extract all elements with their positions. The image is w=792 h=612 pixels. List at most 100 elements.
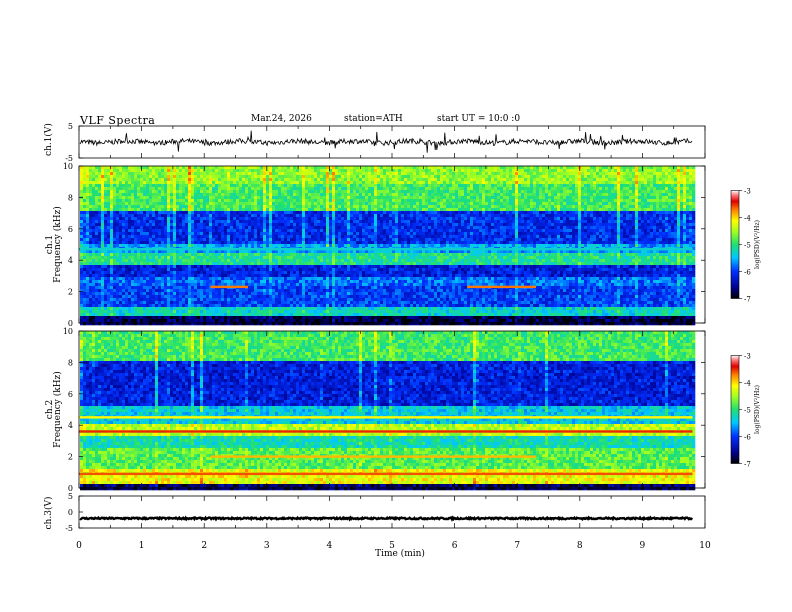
ch1-spectrogram-pixel: [212, 193, 215, 196]
ch1-spectrogram-pixel: [302, 253, 305, 256]
ch1-spectrogram-pixel: [299, 208, 302, 211]
ch1-spectrogram-pixel: [209, 184, 212, 187]
ch1-spectrogram-pixel: [164, 280, 167, 283]
ch1-spectrogram-pixel: [266, 280, 269, 283]
ch1-spectrogram-pixel: [203, 226, 206, 229]
ch1-spectrogram-pixel: [170, 241, 173, 244]
ch1-spectrogram-pixel: [125, 169, 128, 172]
ch1-spectrogram-pixel: [347, 262, 350, 265]
ch1-spectrogram-pixel: [233, 295, 236, 298]
ch1-spectrogram-pixel: [332, 289, 335, 292]
ch1-spectrogram-pixel: [332, 235, 335, 238]
ch1-spectrogram-pixel: [215, 172, 218, 175]
ch1-spectrogram-pixel: [260, 286, 263, 289]
ch1-spectrogram-pixel: [143, 196, 146, 199]
ch1-spectrogram-pixel: [260, 274, 263, 277]
ch1-spectrogram-pixel: [152, 202, 155, 205]
ch1-spectrogram-pixel: [221, 175, 224, 178]
ch1-spectrogram-pixel: [272, 166, 275, 169]
ch1-spectrogram-pixel: [314, 274, 317, 277]
ch1-spectrogram-pixel: [104, 310, 107, 313]
ch1-spectrogram-pixel: [95, 211, 98, 214]
ch1-spectrogram-pixel: [218, 241, 221, 244]
ch1-spectrogram-pixel: [308, 310, 311, 313]
ch1-spectrogram-pixel: [341, 205, 344, 208]
ch1-spectrogram-pixel: [86, 313, 89, 316]
ch1-spectrogram-pixel: [341, 307, 344, 310]
ch1-spectrogram-pixel: [344, 196, 347, 199]
ch1-spectrogram-pixel: [320, 196, 323, 199]
ch1-spectrogram-pixel: [95, 292, 98, 295]
ch1-spectrogram-pixel: [245, 274, 248, 277]
ch1-spectrogram-pixel: [167, 265, 170, 268]
ch1-spectrogram-pixel: [176, 190, 179, 193]
ch1-spectrogram-pixel: [194, 295, 197, 298]
ch1-spectrogram-pixel: [350, 265, 353, 268]
ch1-spectrogram-pixel: [272, 271, 275, 274]
ch1-spectrogram-pixel: [182, 319, 185, 322]
ch1-spectrogram-pixel: [239, 244, 242, 247]
ch1-spectrogram-pixel: [218, 214, 221, 217]
ch1-spectrogram-pixel: [179, 166, 182, 169]
ch1-spectrogram-pixel: [305, 166, 308, 169]
ch1-spectrogram-pixel: [176, 295, 179, 298]
ch1-spectrogram-pixel: [263, 259, 266, 262]
ch1-spectrogram-pixel: [116, 229, 119, 232]
ch1-spectrogram-pixel: [347, 190, 350, 193]
ch1-spectrogram-pixel: [185, 241, 188, 244]
ch1-spectrogram-pixel: [359, 187, 362, 190]
ch1-spectrogram-pixel: [176, 286, 179, 289]
ch1-spectrogram-pixel: [287, 286, 290, 289]
ch1-spectrogram-pixel: [98, 235, 101, 238]
ch1-spectrogram-pixel: [176, 208, 179, 211]
ch1-spectrogram-pixel: [173, 166, 176, 169]
ch1-spectrogram-pixel: [296, 316, 299, 319]
ch1-spectrogram-pixel: [287, 271, 290, 274]
ch1-spectrogram-pixel: [197, 169, 200, 172]
ch1-spectrogram-pixel: [116, 193, 119, 196]
ch1-spectrogram-pixel: [152, 298, 155, 301]
ch1-spectrogram-pixel: [80, 214, 83, 217]
ch1-spectrogram-pixel: [188, 250, 191, 253]
ch1-spectrogram-pixel: [353, 184, 356, 187]
ch1-spectrogram-pixel: [134, 241, 137, 244]
ch1-spectrogram-pixel: [230, 229, 233, 232]
ch1-spectrogram-pixel: [98, 244, 101, 247]
ch1-spectrogram-pixel: [257, 193, 260, 196]
ch1-spectrogram-pixel: [143, 304, 146, 307]
ch1-spectrogram-pixel: [236, 322, 239, 325]
ch1-spectrogram-pixel: [245, 268, 248, 271]
ch1-spectrogram-pixel: [161, 268, 164, 271]
ch1-spectrogram-pixel: [359, 196, 362, 199]
ch1-spectrogram-pixel: [341, 223, 344, 226]
ch1-spectrogram-pixel: [125, 277, 128, 280]
ch1-spectrogram-pixel: [209, 208, 212, 211]
ch1-spectrogram-pixel: [311, 223, 314, 226]
ch1-spectrogram-pixel: [218, 280, 221, 283]
ch1-spectrogram-pixel: [200, 277, 203, 280]
ch1-spectrogram-pixel: [197, 178, 200, 181]
ch1-spectrogram-pixel: [281, 262, 284, 265]
ch1-spectrogram-pixel: [335, 190, 338, 193]
ch1-spectrogram-pixel: [152, 274, 155, 277]
ch1-spectrogram-pixel: [278, 289, 281, 292]
ch1-spectrogram-pixel: [326, 265, 329, 268]
ch1-spectrogram-pixel: [233, 220, 236, 223]
ch1-spectrogram-pixel: [218, 232, 221, 235]
ch1-spectrogram-pixel: [158, 169, 161, 172]
ch1-spectrogram-pixel: [230, 310, 233, 313]
ch1-spectrogram-pixel: [212, 220, 215, 223]
ch1-spectrogram-pixel: [299, 292, 302, 295]
ch1-spectrogram-pixel: [305, 217, 308, 220]
ch1-spectrogram-pixel: [281, 274, 284, 277]
ch1-spectrogram-pixel: [122, 223, 125, 226]
ch1-spectrogram-pixel: [293, 169, 296, 172]
ch1-spectrogram-pixel: [191, 217, 194, 220]
ch1-spectrogram-pixel: [206, 271, 209, 274]
ch1-spectrogram-pixel: [236, 310, 239, 313]
ch1-spectrogram-pixel: [206, 253, 209, 256]
ch1-spectrogram-pixel: [347, 244, 350, 247]
ch1-spectrogram-pixel: [245, 172, 248, 175]
ch1-spectrogram-pixel: [290, 235, 293, 238]
ch1-spectrogram-pixel: [80, 283, 83, 286]
